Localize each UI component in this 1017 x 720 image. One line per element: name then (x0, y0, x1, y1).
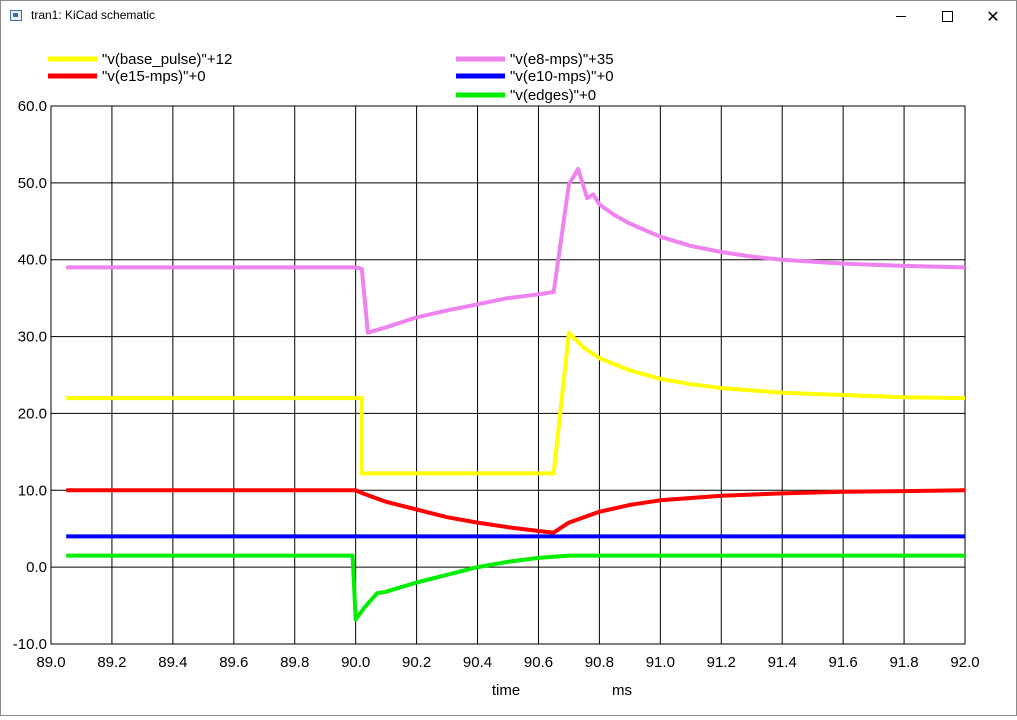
x-tick-label: 91.0 (646, 654, 675, 671)
x-tick-label: 91.8 (889, 654, 918, 671)
x-axis-label: time (492, 682, 520, 699)
window-title: tran1: KiCad schematic (31, 8, 156, 22)
plot-area[interactable]: 89.0 89.2 89.4 89.6 89.8 90.0 90.2 90.4 90.6 90.8… (1, 32, 1016, 720)
legend-label-3: "v(e10-mps)"+0 (510, 68, 614, 85)
x-tick-label: 90.0 (341, 654, 370, 671)
x-tick-label: 91.4 (768, 654, 797, 671)
maximize-button[interactable] (924, 1, 970, 32)
x-axis-unit: ms (612, 682, 632, 699)
y-tick-label: 20.0 (18, 405, 47, 422)
x-tick-label: 89.6 (219, 654, 248, 671)
x-tick-label: 89.4 (158, 654, 187, 671)
x-tick-label: 91.6 (829, 654, 858, 671)
x-tick-label: 90.6 (524, 654, 553, 671)
legend-label-2: "v(e15-mps)"+0 (102, 68, 206, 85)
series-line-2 (66, 488, 966, 535)
x-tick-label: 90.8 (585, 654, 614, 671)
close-icon: ✕ (986, 7, 1000, 26)
legend-label-1: "v(e8-mps)"+35 (510, 51, 614, 68)
maximize-icon (941, 11, 953, 22)
legend-label-0: "v(base_pulse)"+12 (102, 51, 232, 68)
legend-label-4: "v(edges)"+0 (510, 87, 596, 104)
x-tick-label: 90.4 (463, 654, 492, 671)
x-tick-label: 89.2 (97, 654, 126, 671)
y-tick-label: 10.0 (18, 482, 47, 499)
x-tick-label: 89.0 (36, 654, 65, 671)
close-button[interactable]: ✕ (970, 1, 1016, 32)
x-tick-label: 92.0 (950, 654, 979, 671)
minimize-icon (896, 16, 906, 17)
y-tick-label: 40.0 (18, 252, 47, 269)
series-line-1 (66, 167, 966, 335)
y-tick-label: 60.0 (18, 98, 47, 115)
x-tick-label: 90.2 (402, 654, 431, 671)
plot-frame (50, 105, 966, 645)
series-line-0 (66, 330, 966, 476)
y-tick-label: 50.0 (18, 175, 47, 192)
chart-svg[interactable]: 89.0 89.2 89.4 89.6 89.8 90.0 90.2 90.4 90.6 90.8… (1, 32, 1016, 715)
series-line-4 (66, 553, 965, 622)
x-tick-label: 89.8 (280, 654, 309, 671)
kicad-app-icon (10, 10, 22, 21)
minimize-button[interactable] (878, 1, 924, 32)
y-tick-label: 30.0 (18, 329, 47, 346)
y-tick-label: 0.0 (26, 559, 47, 576)
y-tick-label: -10.0 (13, 636, 47, 653)
title-bar[interactable]: tran1: KiCad schematic ✕ (1, 1, 1016, 32)
x-tick-label: 91.2 (707, 654, 736, 671)
